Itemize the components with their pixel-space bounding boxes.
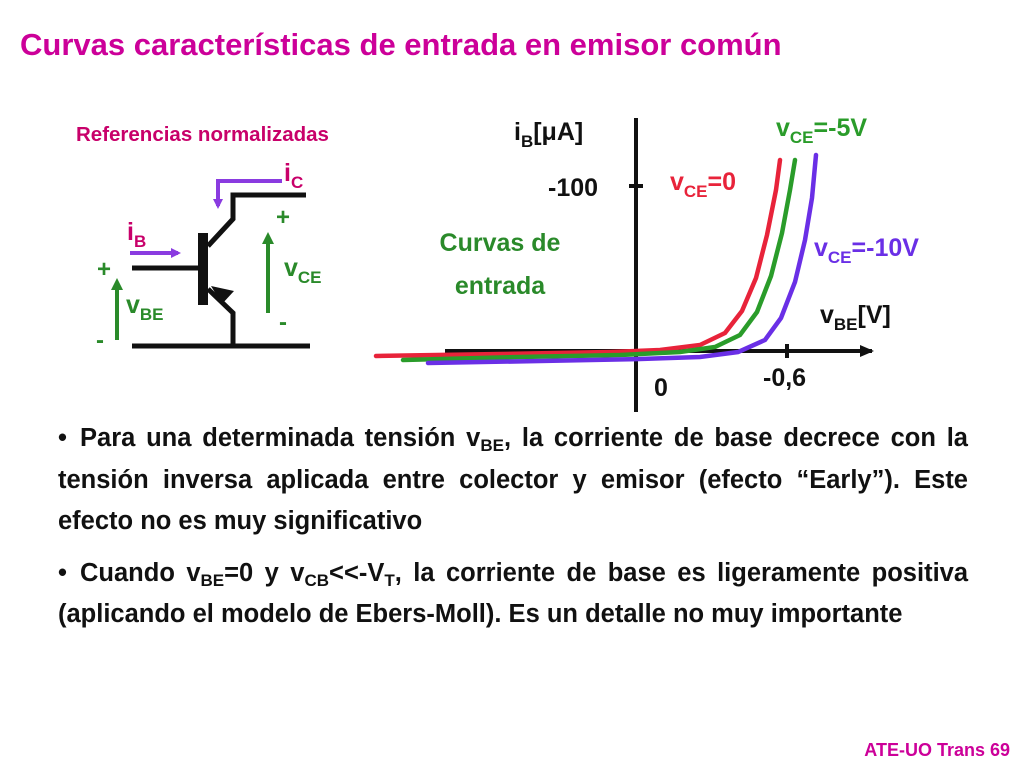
bullet-ebers-moll: • Cuando vBE=0 y vCB<<-VT, la corriente … <box>58 553 968 636</box>
slide-footer: ATE-UO Trans 69 <box>864 740 1010 760</box>
vce-plus: + <box>276 204 290 231</box>
bullet-symbol: • <box>58 558 67 587</box>
y-axis-label: iB[μA] <box>514 118 583 151</box>
origin-label: 0 <box>654 374 668 402</box>
bullet-symbol: • <box>58 424 67 452</box>
vce-minus: - <box>279 309 287 336</box>
curve-label-vce-minus10: vCE=-10V <box>814 234 919 267</box>
transistor-symbol: Referencias normalizadas iB iC + - vBE +… <box>76 123 329 354</box>
vbe-minus: - <box>96 327 104 354</box>
annotation-line2: entrada <box>455 272 546 300</box>
emitter-lead <box>206 287 236 346</box>
bullet-list: • Para una determinada tensión vBE, la c… <box>58 418 968 646</box>
vbe-plus: + <box>97 256 111 283</box>
curve-vce-minus5 <box>400 157 798 363</box>
ic-label: iC <box>284 159 303 192</box>
x-tick-label: -0,6 <box>763 364 806 392</box>
vbe-label: vBE <box>126 291 164 324</box>
x-axis-label: vBE[V] <box>820 301 891 334</box>
emitter-arrow <box>211 286 234 304</box>
input-curves-graph: iB[μA] vBE[V] -100 -0,6 0 Curvas de entr… <box>373 114 919 412</box>
bullet-early-effect: • Para una determinada tensión vBE, la c… <box>58 418 968 543</box>
curve-vce-0 <box>373 157 783 359</box>
circuit-heading: Referencias normalizadas <box>76 123 329 146</box>
ic-arrow <box>213 179 282 209</box>
slide-title: Curvas características de entrada en emi… <box>20 27 782 62</box>
bullet-text: Para una determinada tensión vBE, la cor… <box>58 424 968 535</box>
curve-vce-minus10 <box>425 152 819 366</box>
annotation-line1: Curvas de <box>440 229 561 257</box>
curve-label-vce-minus5: vCE=-5V <box>776 114 867 147</box>
ib-label: iB <box>127 218 146 251</box>
vce-label: vCE <box>284 254 322 287</box>
y-tick-label: -100 <box>548 174 598 202</box>
curve-label-vce-0: vCE=0 <box>670 168 736 201</box>
collector-lead <box>206 192 306 248</box>
bullet-text: Cuando vBE=0 y vCB<<-VT, la corriente de… <box>58 558 969 629</box>
